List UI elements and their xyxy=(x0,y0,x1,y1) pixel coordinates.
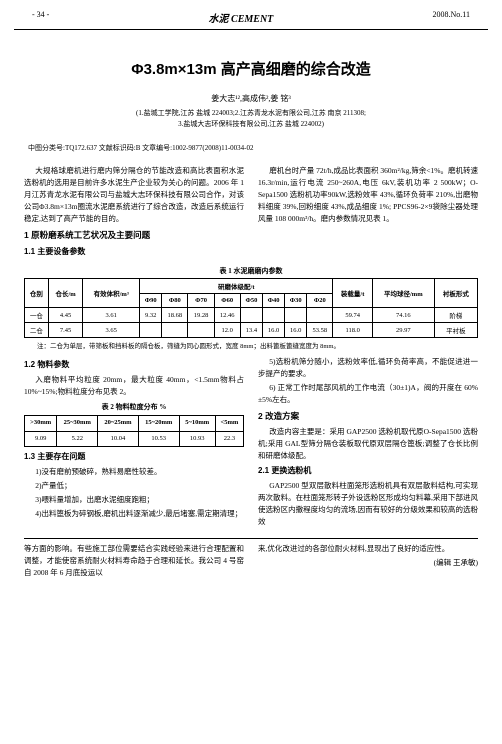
th-d40: Φ40 xyxy=(262,294,284,308)
th-load: 装载量/t xyxy=(333,279,372,308)
subsection-2-1: 2.1 更换选粉机 xyxy=(258,465,478,478)
problem-5: 5)选粉机筛分随小，选粉效率低,循环负荷率高，不能促进进一步提产的要求。 xyxy=(258,356,478,380)
th-liner-type: 衬板形式 xyxy=(434,279,477,308)
problem-2: 2)产量低； xyxy=(24,480,244,492)
material-params: 入磨物料平均粒度 20mm，最大粒度 40mm，<1.5mm物料占10%~15%… xyxy=(24,374,244,398)
th-d70: Φ70 xyxy=(188,294,214,308)
th-d80: Φ80 xyxy=(162,294,188,308)
footer-left: 等方面的影响。有些施工部位需要结合实践经验来进行合理配置和调整，才能使窑系统耐火… xyxy=(24,543,244,581)
th-avg-diameter: 平均球径/mm xyxy=(372,279,434,308)
th-length: 仓长/m xyxy=(48,279,83,308)
table-1-note: 注：二仓为单层，带筛板和挡料板的隔仓板，筛缝为同心圆形式，宽度 8mm；出料篦板… xyxy=(24,340,478,350)
page-number: - 34 - xyxy=(32,10,49,25)
problem-1: 1)没有磨前预破碎，熟料易磨性较差。 xyxy=(24,466,244,478)
main-content: 大规格球磨机进行磨内筛分隔仓的节能改造和高比表面积水泥选粉机的选用是目前许多水泥… xyxy=(0,165,502,260)
section-2-title: 2 改造方案 xyxy=(258,410,478,424)
th-d30: Φ30 xyxy=(285,294,307,308)
subsection-1-3: 1.3 主要存在问题 xyxy=(24,451,244,464)
table-2: >30mm 25~30mm 20~25mm 15~20mm 5~10mm <5m… xyxy=(24,415,244,447)
table-2-container: 表 2 物料粒度分布 % >30mm 25~30mm 20~25mm 15~20… xyxy=(24,402,244,447)
intro-paragraph: 大规格球磨机进行磨内筛分隔仓的节能改造和高比表面积水泥选粉机的选用是目前许多水泥… xyxy=(24,165,244,225)
table-row: 一仓 4.45 3.61 9.32 18.68 19.28 12.46 59.7… xyxy=(25,308,478,323)
th-d50: Φ50 xyxy=(240,294,262,308)
table-1-title: 表 1 水泥磨磨内参数 xyxy=(24,266,478,276)
subsection-1-2: 1.2 物料参数 xyxy=(24,359,244,372)
left-column: 大规格球磨机进行磨内筛分隔仓的节能改造和高比表面积水泥选粉机的选用是目前许多水泥… xyxy=(24,165,244,260)
journal-name: 水泥 CEMENT xyxy=(209,10,274,25)
table-row: 9.09 5.22 10.04 10.53 10.93 22.3 xyxy=(25,431,244,446)
right-top-paragraph: 磨机台时产量 72t/h,成品比表面积 360m²/kg,筛余<1%。磨机转速 … xyxy=(258,165,478,225)
right-column-2: 5)选粉机筛分随小，选粉效率低,循环负荷率高，不能促进进一步提产的要求。 6) … xyxy=(258,356,478,529)
th-volume: 有效体积/m³ xyxy=(83,279,140,308)
footer-right-text: 来,优化改进过的各部位耐火材料,显现出了良好的适应性。 xyxy=(258,543,478,555)
issue-number: 2008.No.11 xyxy=(433,10,470,25)
left-column-2: 1.2 物料参数 入磨物料平均粒度 20mm，最大粒度 40mm，<1.5mm物… xyxy=(24,356,244,529)
th-compartment: 仓别 xyxy=(25,279,49,308)
th-d60: Φ60 xyxy=(214,294,240,308)
footer-content: 等方面的影响。有些施工部位需要结合实践经验来进行合理配置和调整，才能使窑系统耐火… xyxy=(0,543,502,581)
authors: 姜大志¹²,高成伟²,姜 铭³ xyxy=(0,93,502,104)
affiliation-line-2: 3.盐城大志环保科技有限公司,江苏 盐城 224002) xyxy=(0,119,502,130)
right-column: 磨机台时产量 72t/h,成品比表面积 360m²/kg,筛余<1%。磨机转速 … xyxy=(258,165,478,260)
th-grading: 研磨体级配/t xyxy=(140,279,333,294)
problem-3: 3)喂料量增加，出磨水泥细度跑粗； xyxy=(24,494,244,506)
table-1: 仓别 仓长/m 有效体积/m³ 研磨体级配/t 装载量/t 平均球径/mm 衬板… xyxy=(24,278,478,338)
main-content-2: 1.2 物料参数 入磨物料平均粒度 20mm，最大粒度 40mm，<1.5mm物… xyxy=(0,356,502,529)
table-2-title: 表 2 物料粒度分布 % xyxy=(24,402,244,413)
affiliation-line-1: (1.盐城工学院,江苏 盐城 224003;2.江苏青龙水泥有限公司,江苏 南京… xyxy=(0,108,502,119)
footer-right: 来,优化改进过的各部位耐火材料,显现出了良好的适应性。 (编辑 王承敏) xyxy=(258,543,478,581)
footer-left-text: 等方面的影响。有些施工部位需要结合实践经验来进行合理配置和调整，才能使窑系统耐火… xyxy=(24,543,244,579)
th-d20: Φ20 xyxy=(307,294,333,308)
problem-4: 4)出料篦板为碎钢板,磨机出料逐渐减少,最后堵塞,需定期清理； xyxy=(24,508,244,520)
article-title: Φ3.8m×13m 高产高细磨的综合改造 xyxy=(0,58,502,79)
table-row: 二仓 7.45 3.65 12.0 13.4 16.0 16.0 53.58 1… xyxy=(25,323,478,338)
affiliations: (1.盐城工学院,江苏 盐城 224003;2.江苏青龙水泥有限公司,江苏 南京… xyxy=(0,108,502,129)
subsection-1-1: 1.1 主要设备参数 xyxy=(24,246,244,259)
classification-codes: 中图分类号:TQ172.637 文献标识码:B 文章编号:1002-9877(2… xyxy=(0,143,502,153)
reform-content: 改造内容主要是：采用 GAP2500 选粉机取代原O-Sepa1500 选粉机;… xyxy=(258,426,478,462)
problem-6: 6) 正常工作时尾部风机的工作电流（30±1)A，阀的开度在 60%±5%左右。 xyxy=(258,382,478,406)
table-1-container: 表 1 水泥磨磨内参数 仓别 仓长/m 有效体积/m³ 研磨体级配/t 装载量/… xyxy=(0,266,502,350)
section-1-title: 1 原粉磨系统工艺状况及主要问题 xyxy=(24,229,244,243)
editor-name: (编辑 王承敏) xyxy=(258,557,478,569)
th-d90: Φ90 xyxy=(140,294,162,308)
page-header: - 34 - 水泥 CEMENT 2008.No.11 xyxy=(14,0,488,30)
separator-replace: GAP2500 型双层散料柱面笼形选粉机具有双层散料结构,可实现两次散料。在柱面… xyxy=(258,480,478,528)
